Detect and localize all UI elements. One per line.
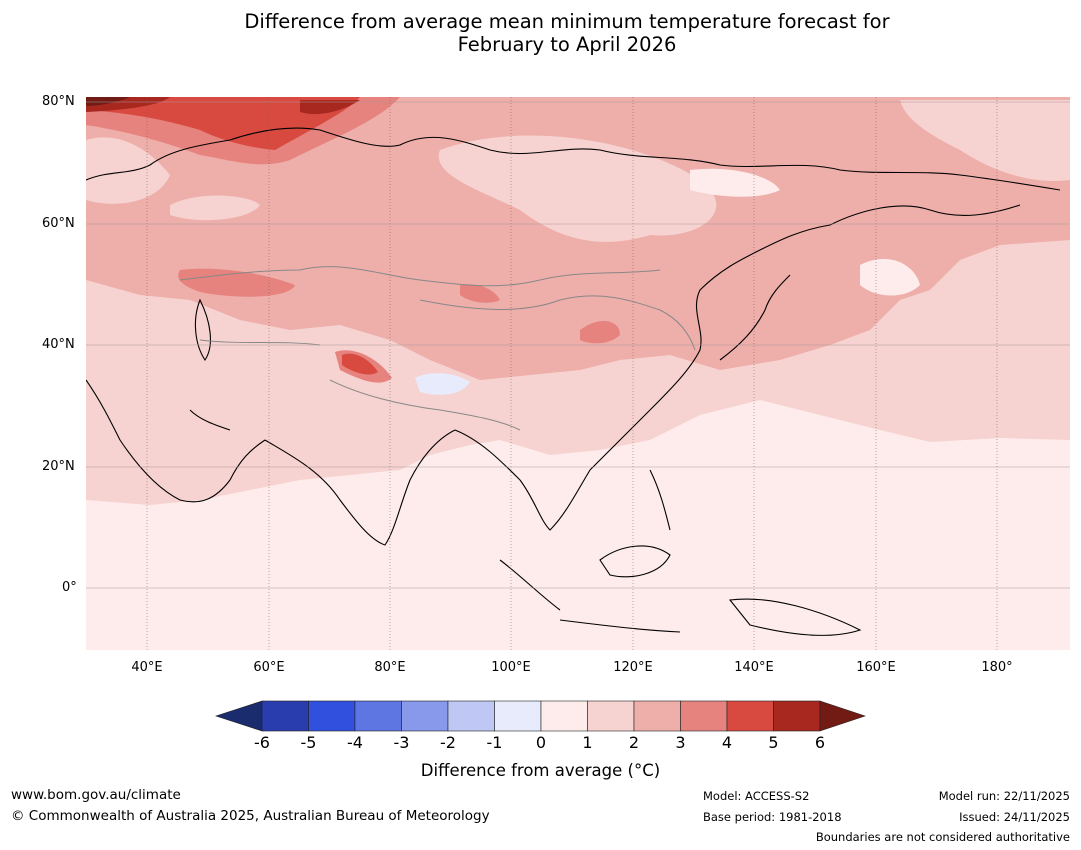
colorbar-tick: -5 [300,733,317,752]
footer-issued: Issued: 24/11/2025 [959,810,1070,824]
colorbar-cell-1 [261,700,309,732]
coastline-java [559,619,681,633]
footer-website: www.bom.gov.au/climate [11,787,181,803]
anomaly-patch-neg-tibet [415,373,470,395]
colorbar-cell-4 [401,700,449,732]
anomaly-band-3-4-mongolia [460,284,500,303]
lon-label-100e: 100°E [491,660,531,675]
colorbar-cell-2 [308,700,356,732]
coastline-india [264,429,456,546]
anomaly-above-6 [86,97,130,106]
colorbar-tick: 3 [675,733,686,752]
colorbar-cell-7 [540,700,588,732]
graticule [146,97,998,650]
lat-label-40n: 40°N [42,337,75,352]
boundary-russia-central-asia [179,266,661,287]
lat-label-80n: 80°N [42,94,75,109]
colorbar-cell-11 [726,700,774,732]
colorbar-tick: 0 [535,733,547,752]
lon-label-120e: 120°E [613,660,653,675]
boundary-central-asia-iran [199,339,321,346]
colorbar-tick: 1 [582,733,593,752]
lat-label-60n: 60°N [42,216,75,231]
coastlines [86,127,1061,636]
coastline-east-china [649,224,831,411]
colorbar-extend-low [215,700,263,732]
colorbar-tick: 6 [814,733,826,752]
coastline-borneo [599,545,671,578]
parallels [86,101,1070,589]
anomaly-patch-0-1-northeast [690,168,780,197]
coastline-japan [719,274,791,361]
colorbar-tick: -2 [440,733,456,752]
political-boundaries [179,266,696,431]
boundary-china-mongolia [419,295,661,311]
coastline-arctic-europe [86,127,491,181]
footer-model: Model: ACCESS-S2 [703,789,810,803]
lon-label-160e: 160°E [856,660,896,675]
coastline-arabian-gulf [189,409,231,431]
colorbar-cell-5 [447,700,495,732]
colorbar-tick: -1 [486,733,503,752]
colorbar-label: Difference from average (°C) [420,761,661,780]
colorbar-tick: -6 [254,733,270,752]
colorbar-tick: 4 [721,733,733,752]
footer-disclaimer: Boundaries are not considered authoritat… [815,830,1070,844]
coastline-arctic-siberia [489,148,1061,191]
lat-label-20n: 20°N [42,459,75,474]
lon-label-180: 180° [981,660,1013,675]
coastline-kamchatka [829,204,1021,226]
coastline-sumatra [499,559,561,611]
chart-title: Difference from average mean minimum tem… [0,10,1081,56]
colorbar-extend-high [819,700,866,732]
coastline-southeast-asia [454,409,651,531]
anomaly-patch-1-2-north [438,135,717,242]
lon-label-60e: 60°E [253,660,285,675]
coastline-philippines [649,469,671,531]
coastline-arabia [86,379,266,503]
title-line-2: February to April 2026 [457,33,677,56]
anomaly-patch-1-2-mid [170,195,260,221]
colorbar-tick: -3 [393,733,410,752]
coastline-caspian [194,298,211,361]
footer-model-run: Model run: 22/11/2025 [938,789,1070,803]
anomaly-band-3-4-central [178,268,295,297]
forecast-map [86,97,1070,650]
colorbar-cell-6 [494,700,542,732]
footer-base-period: Base period: 1981-2018 [703,810,842,824]
colorbar-tick: -4 [347,733,363,752]
colorbar-cell-10 [680,700,728,732]
lat-label-0: 0° [62,580,77,595]
colorbar-cell-3 [354,700,402,732]
lon-label-40e: 40°E [131,660,163,675]
anomaly-patch-1-2-east [900,100,1070,181]
anomaly-band-4-5-tibet [342,353,378,375]
colorbar-tick: 2 [628,733,640,752]
colorbar-cell-8 [587,700,635,732]
coastline-new-guinea [728,598,862,636]
lon-label-140e: 140°E [734,660,774,675]
boundary-china-korea [659,309,696,351]
anomaly-patch-1-2-west [86,137,170,204]
title-line-1: Difference from average mean minimum tem… [244,10,890,33]
anomaly-band-3-4-china [580,320,620,344]
lon-label-80e: 80°E [374,660,406,675]
anomaly-band-5-6-arctic-east [300,100,360,115]
colorbar-cell-12 [773,700,821,732]
anomaly-band-4-5-arctic [86,97,360,150]
boundary-himalaya [329,379,521,431]
footer-copyright: © Commonwealth of Australia 2025, Austra… [11,808,490,824]
colorbar-tick: 5 [768,733,779,752]
colorbar-cell-9 [633,700,681,732]
anomaly-patch-0-1-east [860,258,920,296]
